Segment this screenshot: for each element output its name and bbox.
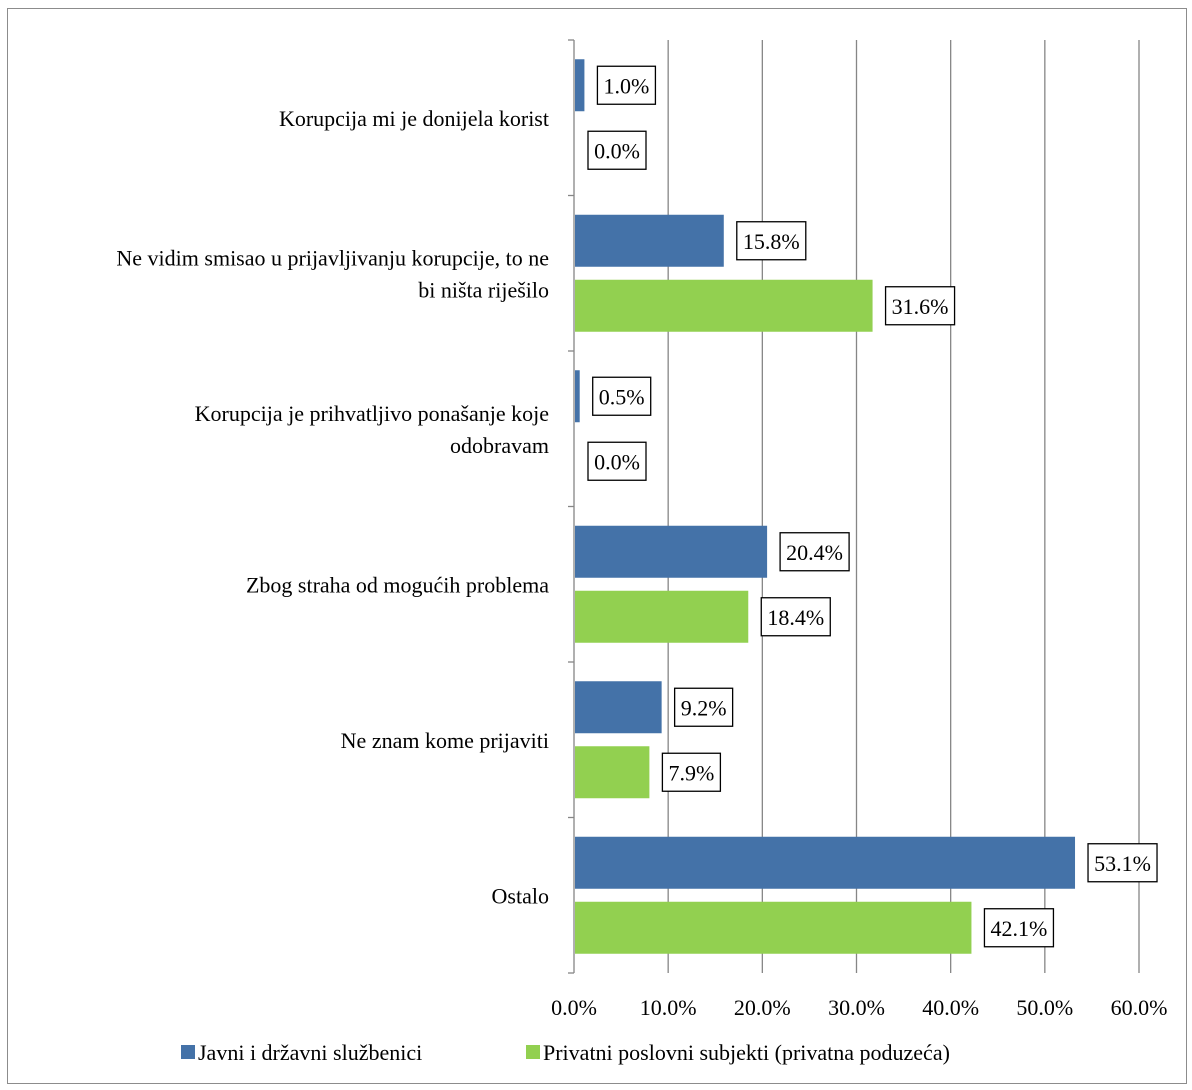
x-tick-label: 0.0%	[551, 995, 597, 1020]
data-label-box	[1087, 843, 1158, 883]
x-tick-label: 10.0%	[640, 995, 697, 1020]
category-label: Korupcija je prihvatljivo ponašanje koje	[195, 401, 549, 426]
data-label-box	[661, 752, 722, 792]
data-label-box	[673, 687, 734, 727]
legend: Javni i državni službenici Privatni poslo…	[181, 1040, 950, 1065]
category-label: bi ništa riješilo	[418, 277, 549, 302]
data-label-box	[736, 221, 807, 261]
data-label-box	[587, 441, 647, 481]
data-label: 42.1%	[983, 908, 1055, 948]
bar-privatni	[575, 901, 972, 954]
data-label-text: 0.5%	[599, 384, 645, 409]
data-label-text: 9.2%	[681, 695, 727, 720]
data-label-text: 1.0%	[604, 73, 650, 98]
legend-swatch	[181, 1045, 195, 1059]
data-label: 18.4%	[760, 597, 831, 637]
data-label-box	[884, 286, 956, 326]
data-label-box	[779, 532, 850, 572]
data-label-box	[592, 376, 652, 416]
legend-item: Privatni poslovni subjekti (privatna pod…	[526, 1040, 950, 1065]
bar-javni	[575, 836, 1076, 889]
data-label-text: 15.8%	[743, 229, 800, 254]
x-tick-labels: 0.0% 10.0% 20.0% 30.0% 40.0% 50.0% 60.0%	[551, 995, 1167, 1020]
category-axis	[568, 39, 575, 974]
data-label: 0.0%	[587, 130, 647, 170]
x-tick-label: 60.0%	[1111, 995, 1168, 1020]
bar-javni	[575, 214, 724, 267]
bar-privatni	[575, 279, 873, 332]
bar-javni	[575, 681, 662, 734]
bar-privatni	[575, 590, 749, 643]
bar-javni	[575, 59, 585, 112]
data-label: 7.9%	[661, 752, 722, 792]
data-label-text: 7.9%	[668, 760, 714, 785]
data-label-text: 31.6%	[892, 294, 949, 319]
x-tick-label: 30.0%	[828, 995, 885, 1020]
legend-label: Javni i državni službenici	[198, 1040, 422, 1065]
category-label: Ne znam kome prijaviti	[341, 728, 549, 753]
bar-javni	[575, 370, 580, 423]
legend-swatch	[526, 1045, 540, 1059]
gridlines	[667, 40, 1140, 973]
category-label: Korupcija mi je donijela korist	[279, 106, 549, 131]
category-label: Ostalo	[492, 883, 549, 908]
data-label-text: 0.0%	[594, 449, 640, 474]
x-tick-label: 40.0%	[922, 995, 979, 1020]
data-label-text: 18.4%	[767, 605, 824, 630]
data-label-text: 42.1%	[991, 916, 1048, 941]
legend-item: Javni i državni službenici	[181, 1040, 422, 1065]
data-label-box	[596, 65, 657, 105]
legend-label: Privatni poslovni subjekti (privatna pod…	[543, 1040, 950, 1065]
data-label: 15.8%	[736, 221, 807, 261]
x-tick-label: 20.0%	[734, 995, 791, 1020]
data-label-text: 53.1%	[1094, 851, 1151, 876]
data-label: 0.5%	[592, 376, 652, 416]
data-label: 53.1%	[1087, 843, 1158, 883]
data-label-text: 0.0%	[594, 138, 640, 163]
data-label: 0.0%	[587, 441, 647, 481]
category-label: odobravam	[450, 433, 549, 458]
data-label-box	[760, 597, 831, 637]
data-label: 9.2%	[673, 687, 734, 727]
data-label-box	[983, 908, 1055, 948]
bar-javni	[575, 525, 768, 578]
data-labels: 1.0% 0.0% 15.8% 31.6% 0.5% 0.0% 20.4% 18.4% 9.2%…	[587, 65, 1158, 948]
data-label: 31.6%	[884, 286, 956, 326]
category-label: Zbog straha od mogućih problema	[246, 572, 549, 597]
x-tick-label: 50.0%	[1016, 995, 1073, 1020]
data-label-box	[587, 130, 647, 170]
category-label: Ne vidim smisao u prijavljivanju korupci…	[116, 245, 549, 270]
data-label-text: 20.4%	[786, 540, 843, 565]
bars	[575, 59, 1076, 954]
bar-privatni	[575, 746, 650, 799]
data-label: 1.0%	[596, 65, 657, 105]
category-labels: Korupcija mi je donijela korist Ne vidim …	[116, 106, 549, 909]
data-label: 20.4%	[779, 532, 850, 572]
